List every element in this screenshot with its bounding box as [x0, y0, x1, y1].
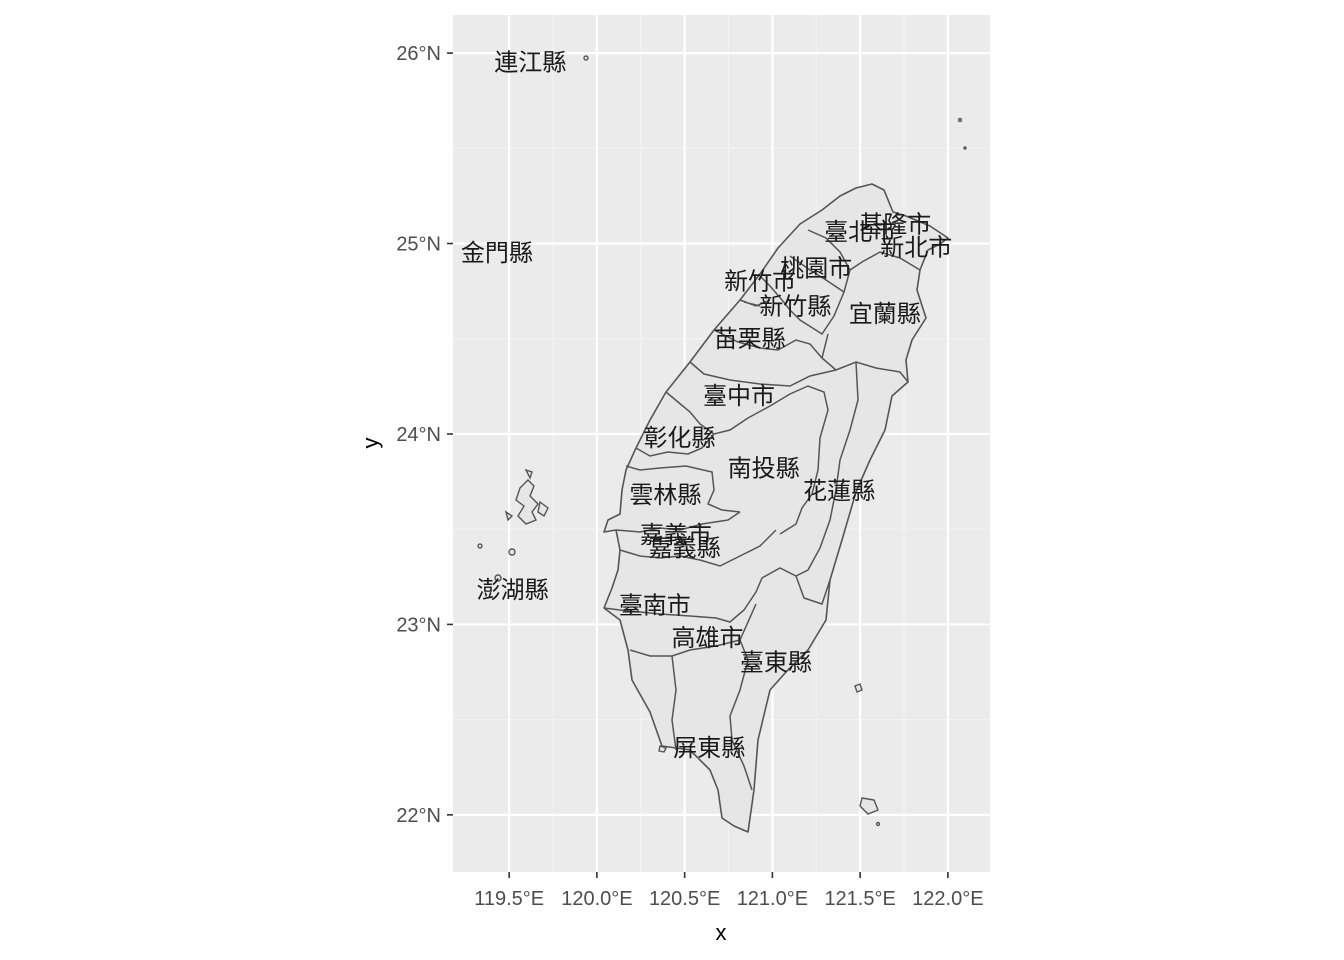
northern-islet	[957, 117, 963, 123]
county-label: 苗栗縣	[714, 325, 786, 353]
county-label: 屏東縣	[673, 734, 745, 762]
county-label: 臺東縣	[740, 649, 812, 677]
orchid-island	[859, 797, 879, 815]
x-tick-label: 121.0°E	[737, 888, 808, 910]
small-islet	[875, 821, 881, 827]
county-label: 宜蘭縣	[849, 300, 921, 328]
county-label: 新竹市	[724, 268, 796, 296]
county-label: 臺中市	[703, 382, 775, 410]
x-tick-label: 121.5°E	[824, 888, 895, 910]
x-tick-label: 120.0°E	[561, 888, 632, 910]
penghu-islet	[477, 543, 483, 549]
y-axis-title: y	[358, 438, 383, 449]
county-label: 花蓮縣	[803, 477, 875, 505]
green-island	[854, 683, 863, 693]
y-axis-ticks: 22°N 23°N 24°N 25°N 26°N	[396, 43, 453, 827]
county-label: 彰化縣	[643, 424, 715, 452]
county-label: 高雄市	[671, 624, 743, 652]
county-label: 澎湖縣	[477, 576, 549, 604]
y-tick-label: 24°N	[396, 424, 441, 446]
county-polygons	[477, 55, 967, 833]
county-boundaries	[603, 229, 921, 791]
penghu-islet-3	[494, 574, 502, 582]
matsu-islet	[583, 55, 589, 61]
x-tick-label: 120.5°E	[649, 888, 720, 910]
penghu-islands	[504, 468, 549, 525]
county-label: 基隆市	[859, 210, 931, 238]
county-label: 桃園市	[780, 254, 852, 282]
x-axis-ticks: 119.5°E 120.0°E 120.5°E 121.0°E 121.5°E 122.0…	[474, 872, 984, 910]
county-label: 連江縣	[494, 49, 566, 77]
county-label: 臺北市	[824, 218, 896, 246]
county-label: 新北市	[880, 233, 952, 261]
x-tick-label: 119.5°E	[474, 888, 544, 910]
y-tick-label: 25°N	[396, 234, 441, 256]
y-tick-label: 22°N	[396, 805, 441, 827]
taiwan-main-island	[603, 183, 949, 833]
county-label: 南投縣	[728, 454, 800, 482]
county-label: 臺南市	[619, 591, 691, 619]
liuqiu-island	[658, 745, 667, 753]
x-tick-label: 122.0°E	[912, 888, 983, 910]
county-label: 新竹縣	[759, 292, 831, 320]
county-label: 雲林縣	[629, 481, 701, 509]
y-tick-label: 23°N	[396, 614, 441, 636]
county-label: 金門縣	[461, 239, 533, 267]
northern-islet-2	[963, 146, 967, 150]
county-label: 嘉義市	[640, 521, 712, 549]
y-tick-label: 26°N	[396, 43, 441, 65]
x-axis-title: x	[716, 920, 727, 945]
county-label: 嘉義縣	[649, 534, 721, 562]
penghu-islet-2	[508, 548, 516, 556]
